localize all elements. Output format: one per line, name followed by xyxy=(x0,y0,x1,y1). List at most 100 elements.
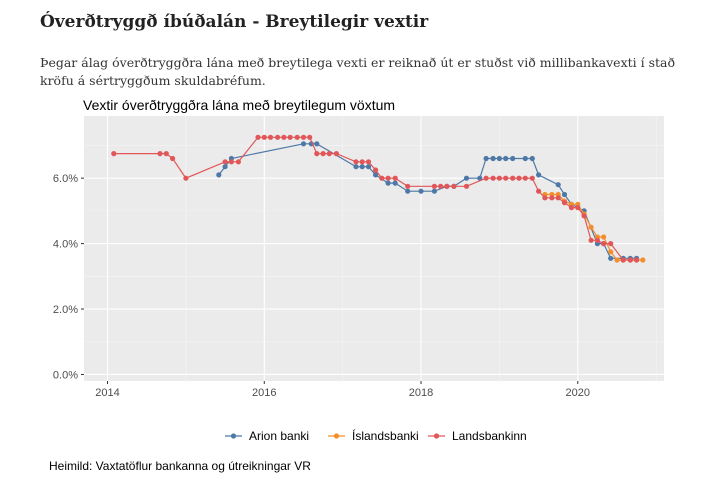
data-point xyxy=(620,257,626,263)
data-point xyxy=(157,151,163,157)
minor-gridlines xyxy=(84,116,664,381)
data-point xyxy=(385,180,391,186)
data-point xyxy=(405,188,411,194)
chart-title: Vextir óverðtryggðra lána með breytilegu… xyxy=(83,97,396,113)
data-point xyxy=(314,151,320,157)
data-point xyxy=(359,164,365,170)
y-tick-label: 0.0% xyxy=(53,369,78,381)
data-point xyxy=(601,234,607,240)
data-point xyxy=(405,183,411,189)
data-point xyxy=(640,257,646,263)
data-point xyxy=(601,241,607,247)
data-point xyxy=(568,205,575,211)
data-point xyxy=(510,175,516,181)
data-point xyxy=(536,172,542,178)
data-point xyxy=(555,182,561,188)
data-point xyxy=(503,155,509,162)
data-point xyxy=(431,188,437,194)
data-point xyxy=(392,175,398,181)
data-point xyxy=(561,200,568,206)
data-point xyxy=(314,141,320,147)
data-point xyxy=(490,155,496,162)
series-landsbankinn xyxy=(111,134,640,263)
legend-label: Íslandsbanki xyxy=(352,428,419,443)
data-point xyxy=(320,151,326,157)
legend-item-arion-banki: Arion banki xyxy=(225,429,309,443)
data-point xyxy=(614,257,620,263)
data-point xyxy=(503,175,509,181)
data-point xyxy=(608,255,614,261)
data-point xyxy=(333,151,339,157)
x-tick-label: 2016 xyxy=(252,387,276,399)
legend-item-landsbankinn: Landsbankinn xyxy=(428,429,527,443)
data-point xyxy=(522,155,528,162)
data-point xyxy=(365,159,372,165)
data-point xyxy=(359,159,365,165)
x-axis: 2014 2016 2018 2020 xyxy=(95,381,590,399)
legend-item-islandsbanki: Íslandsbanki xyxy=(328,428,419,443)
data-point xyxy=(392,180,398,186)
data-point xyxy=(594,237,601,243)
data-point xyxy=(444,183,450,189)
data-point xyxy=(477,175,483,181)
data-point xyxy=(275,134,281,140)
data-point xyxy=(438,183,444,189)
data-point xyxy=(451,183,457,189)
x-tick-label: 2018 xyxy=(409,387,433,399)
data-point xyxy=(326,151,332,157)
series-arion-banki xyxy=(216,141,640,261)
data-point xyxy=(281,134,287,140)
data-point xyxy=(300,134,307,140)
data-point xyxy=(522,175,528,181)
data-point xyxy=(463,175,470,181)
y-axis: 0.0% 2.0% 4.0% 6.0% xyxy=(53,173,84,381)
data-point xyxy=(575,205,581,211)
data-point xyxy=(373,167,379,173)
data-point xyxy=(365,164,372,170)
data-point xyxy=(490,175,496,181)
data-point xyxy=(222,164,228,170)
data-point xyxy=(608,241,614,247)
data-point xyxy=(510,155,516,162)
legend-label: Arion banki xyxy=(249,429,309,443)
data-point xyxy=(483,175,489,181)
data-point xyxy=(608,249,614,255)
source-note: Heimild: Vaxtatöflur bankanna og útreikn… xyxy=(49,459,311,473)
data-point xyxy=(529,175,535,181)
data-point xyxy=(463,183,470,189)
data-point xyxy=(627,257,633,263)
data-point xyxy=(261,134,267,140)
legend-key-point xyxy=(333,433,340,439)
data-point xyxy=(163,151,169,157)
major-gridlines xyxy=(84,116,664,381)
data-point xyxy=(294,134,300,140)
data-point xyxy=(373,172,379,178)
data-point xyxy=(483,155,489,162)
data-point xyxy=(255,134,261,140)
legend-key-point xyxy=(230,433,237,439)
data-point xyxy=(385,175,391,181)
data-point xyxy=(588,224,594,230)
data-point xyxy=(111,151,117,157)
data-point xyxy=(183,175,189,181)
plot-panel xyxy=(84,116,664,381)
data-point xyxy=(287,134,293,140)
x-tick-label: 2014 xyxy=(95,387,119,399)
data-point xyxy=(307,134,313,140)
data-point xyxy=(496,155,502,162)
series-layer xyxy=(111,134,646,263)
data-point xyxy=(353,159,359,165)
data-point xyxy=(431,183,437,189)
data-point xyxy=(353,164,359,170)
data-point xyxy=(529,155,535,162)
data-point xyxy=(555,195,561,201)
data-point xyxy=(581,213,587,219)
data-point xyxy=(300,141,307,147)
y-tick-label: 4.0% xyxy=(53,239,78,251)
data-point xyxy=(228,159,234,165)
page-heading: Óverðtryggð íbúðalán - Breytilegir vexti… xyxy=(40,12,429,32)
data-point xyxy=(418,188,424,194)
data-point xyxy=(561,191,568,198)
data-point xyxy=(235,159,241,165)
